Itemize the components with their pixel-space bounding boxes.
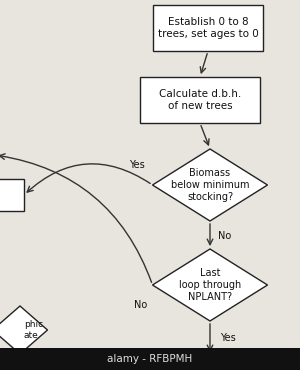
Text: Yes: Yes: [220, 333, 236, 343]
Text: Last
loop through
NPLANT?: Last loop through NPLANT?: [179, 268, 241, 302]
Text: No: No: [218, 231, 231, 241]
Text: Establish 0 to 8
trees, set ages to 0: Establish 0 to 8 trees, set ages to 0: [158, 17, 258, 39]
Text: Biomass
below minimum
stocking?: Biomass below minimum stocking?: [171, 168, 249, 202]
Polygon shape: [152, 249, 268, 321]
FancyBboxPatch shape: [153, 5, 263, 51]
Text: alamy - RFBPMH: alamy - RFBPMH: [107, 354, 193, 364]
FancyBboxPatch shape: [0, 179, 24, 211]
Polygon shape: [0, 306, 47, 354]
FancyArrowPatch shape: [0, 154, 152, 282]
FancyBboxPatch shape: [0, 348, 300, 370]
Polygon shape: [152, 149, 268, 221]
Text: No: No: [134, 300, 148, 310]
FancyBboxPatch shape: [140, 77, 260, 123]
Text: Calculate d.b.h.
of new trees: Calculate d.b.h. of new trees: [159, 89, 241, 111]
FancyArrowPatch shape: [27, 164, 150, 192]
Text: phic
ate: phic ate: [24, 320, 43, 340]
Text: Yes: Yes: [129, 160, 145, 170]
